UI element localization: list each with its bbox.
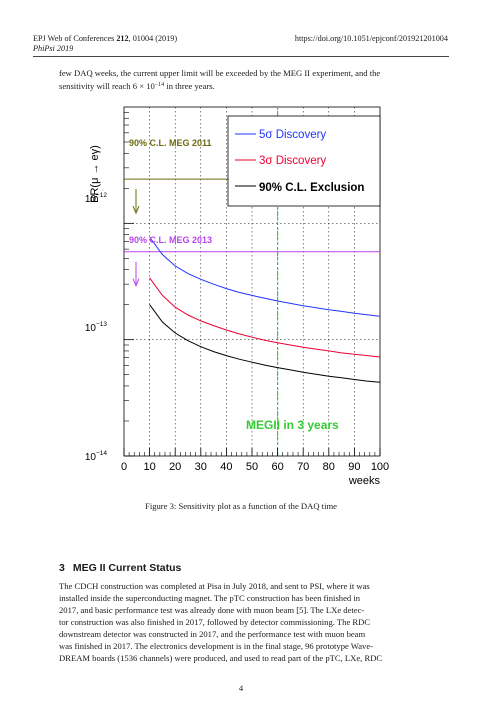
body-line: was finished in 2017. The electronics de…	[59, 641, 374, 651]
x-tick-label: 100	[371, 461, 389, 473]
section-heading: 3 MEG II Current Status	[59, 562, 181, 574]
x-axis-label: weeks	[348, 475, 381, 487]
y-tick-label-1e-13: 10−13	[85, 321, 108, 334]
x-tick-labels: 0 10 20 30 40 50 60 70 80 90 100	[121, 461, 389, 473]
body-line: tor construction was also finished in 20…	[59, 617, 371, 627]
body-line: downstream detector was constructed in 2…	[59, 629, 366, 639]
legend-label-5sigma: 5σ Discovery	[259, 129, 326, 141]
body-line: The CDCH construction was completed at P…	[59, 581, 370, 591]
page-number: 4	[238, 683, 244, 693]
legend-label-exclusion: 90% C.L. Exclusion	[259, 182, 364, 194]
y-tick-label-1e-14: 10−14	[85, 450, 108, 463]
section-number: 3	[59, 562, 65, 574]
x-tick-label: 60	[271, 461, 283, 473]
x-tick-label: 20	[169, 461, 181, 473]
series-line-3sigma	[149, 277, 381, 358]
body-line: 2017, and basic performance test was alr…	[59, 605, 365, 615]
x-tick-label: 70	[297, 461, 309, 473]
legend-label-3sigma: 3σ Discovery	[259, 155, 326, 167]
x-tick-label: 90	[348, 461, 360, 473]
running-header-conference: PhiPsi 2019	[33, 44, 74, 53]
body-line: DREAM boards (1536 channels) were produc…	[59, 653, 383, 663]
series-line-exclusion	[149, 304, 381, 383]
x-tick-label: 0	[121, 461, 127, 473]
x-tick-label: 80	[323, 461, 335, 473]
body-line: installed inside the superconducting mag…	[59, 593, 361, 603]
svg-text:10−14: 10−14	[85, 450, 108, 463]
marker-label-megii: MEGII in 3 years	[246, 418, 339, 432]
grid	[124, 107, 380, 456]
x-tick-label: 40	[220, 461, 232, 473]
header-rule	[33, 56, 449, 57]
ref-label-meg2011: 90% C.L. MEG 2011	[129, 138, 212, 148]
y-tick-label-1e-12: 10−12	[85, 192, 108, 205]
sensitivity-chart: BR(μ → eγ) weeks 10−12 10−13 10−14 0 10 20…	[85, 106, 389, 487]
y-axis-label: BR(μ → eγ)	[89, 145, 101, 203]
svg-text:10−12: 10−12	[85, 192, 108, 205]
figure-caption: Figure 3: Sensitivity plot as a function…	[145, 501, 337, 511]
down-arrow-head	[132, 205, 140, 215]
legend: 5σ Discovery 3σ Discovery 90% C.L. Exclu…	[227, 115, 381, 207]
running-header-journal: EPJ Web of Conferences 212, 01004 (2019)	[33, 34, 178, 43]
body-paragraph: The CDCH construction was completed at P…	[59, 580, 448, 664]
x-tick-label: 10	[143, 461, 155, 473]
top-paragraph: few DAQ weeks, the current upper limit w…	[59, 68, 381, 91]
legend-box	[227, 115, 381, 207]
series-lines	[149, 236, 381, 383]
section-title: MEG II Current Status	[72, 562, 182, 574]
x-tick-label: 30	[195, 461, 207, 473]
svg-text:10−13: 10−13	[85, 321, 108, 334]
ref-label-meg2013: 90% C.L. MEG 2013	[129, 235, 212, 245]
running-header-doi: https://doi.org/10.1051/epjconf/20192120…	[294, 34, 448, 43]
axis-ticks	[123, 112, 381, 457]
x-tick-label: 50	[246, 461, 258, 473]
down-arrow-head	[132, 278, 140, 288]
series-line-5sigma	[149, 236, 381, 317]
